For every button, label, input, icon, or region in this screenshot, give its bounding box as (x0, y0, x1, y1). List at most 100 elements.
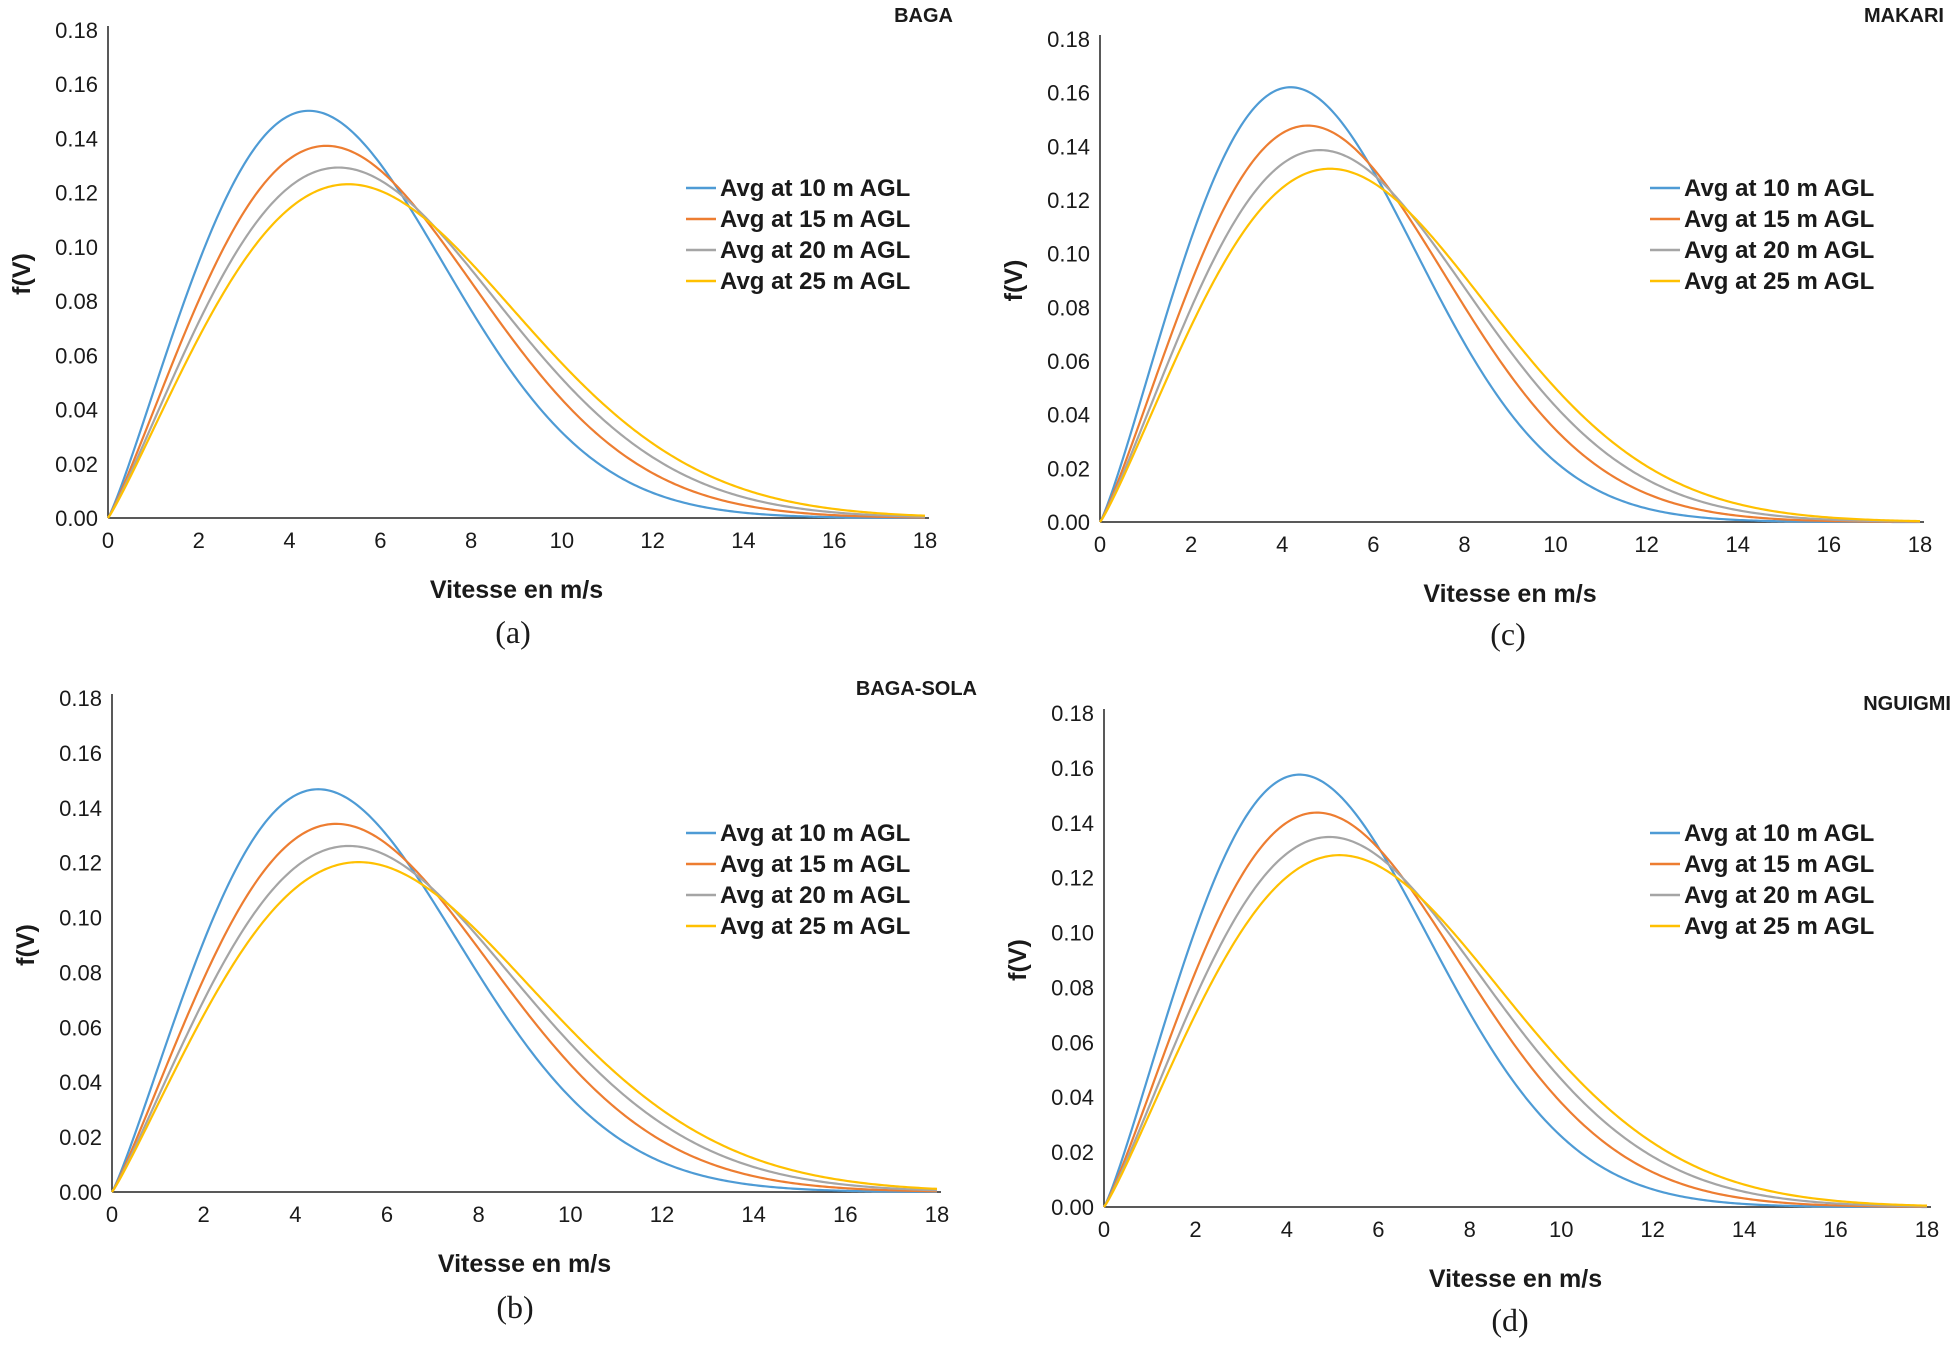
legend-entry-1: Avg at 10 m AGL (720, 820, 910, 847)
x-tick-label: 14 (1732, 1217, 1756, 1242)
y-tick-label: 0.06 (1051, 1030, 1094, 1055)
x-axis-label: Vitesse en m/s (438, 1250, 611, 1278)
x-tick-label: 10 (1543, 532, 1567, 557)
x-tick-label: 16 (1817, 532, 1841, 557)
x-tick-label: 2 (1185, 532, 1197, 557)
x-tick-label: 8 (1458, 532, 1470, 557)
x-tick-label: 14 (731, 528, 755, 553)
y-tick-label: 0.02 (1051, 1140, 1094, 1165)
y-tick-label: 0.00 (55, 506, 98, 531)
x-tick-label: 6 (1367, 532, 1379, 557)
x-tick-label: 4 (283, 528, 295, 553)
legend-entry-4: Avg at 25 m AGL (1684, 268, 1874, 295)
y-tick-label: 0.14 (1047, 134, 1090, 159)
series-line-2 (107, 144, 926, 519)
legend-entry-2: Avg at 15 m AGL (720, 206, 910, 233)
legend-entry-3: Avg at 20 m AGL (1684, 882, 1874, 909)
y-tick-label: 0.14 (55, 126, 98, 151)
x-tick-label: 0 (106, 1202, 118, 1227)
x-tick-label: 12 (650, 1202, 674, 1227)
series-line-3 (1099, 148, 1921, 523)
x-axis-label: Vitesse en m/s (1429, 1265, 1602, 1293)
y-tick-label: 0.12 (1051, 866, 1094, 891)
y-tick-label: 0.18 (55, 18, 98, 43)
chart-panel-b: 0 2 4 6 8 10 12 14 16 18 0.00 0.02 0.04 0.06 0.08 0.10 0… (12, 678, 977, 1325)
series-line-1 (111, 788, 938, 1193)
series-line-1 (107, 109, 926, 520)
y-tick-label: 0.04 (59, 1070, 102, 1095)
series-line-4 (111, 861, 938, 1193)
y-tick-label: 0.10 (59, 906, 102, 931)
y-tick-label: 0.04 (1051, 1085, 1094, 1110)
y-tick-label: 0.18 (59, 686, 102, 711)
figure-caption: (b) (496, 1289, 533, 1325)
series-line-4 (1103, 854, 1928, 1208)
x-tick-label: 0 (1094, 532, 1106, 557)
series-line-1 (1099, 86, 1921, 524)
y-tick-label: 0.02 (59, 1125, 102, 1150)
x-tick-label: 4 (289, 1202, 301, 1227)
y-tick-label: 0.10 (1047, 242, 1090, 267)
figure-caption: (d) (1491, 1302, 1528, 1338)
x-tick-label: 2 (193, 528, 205, 553)
legend-entry-1: Avg at 10 m AGL (1684, 175, 1874, 202)
y-tick-label: 0.08 (55, 289, 98, 314)
y-tick-label: 0.14 (59, 796, 102, 821)
y-tick-label: 0.16 (1047, 81, 1090, 106)
series-line-1 (1103, 773, 1927, 1209)
chart-panel-c: 0 2 4 6 8 10 12 14 16 18 0.00 0.02 0.04 0.06 0.08 0.10 0… (1000, 5, 1944, 652)
y-tick-label: 0.06 (59, 1015, 102, 1040)
y-tick-label: 0.16 (55, 72, 98, 97)
y-tick-label: 0.18 (1047, 27, 1090, 52)
legend-entry-4: Avg at 25 m AGL (720, 268, 910, 295)
x-tick-label: 0 (1098, 1217, 1110, 1242)
x-tick-label: 10 (1549, 1217, 1573, 1242)
y-tick-label: 0.12 (55, 181, 98, 206)
x-tick-label: 2 (198, 1202, 210, 1227)
chart-title: NGUIGMI (1863, 693, 1950, 715)
y-tick-label: 0.10 (55, 235, 98, 260)
y-tick-label: 0.16 (59, 741, 102, 766)
legend-entry-1: Avg at 10 m AGL (1684, 820, 1874, 847)
y-tick-label: 0.02 (55, 452, 98, 477)
legend-entry-2: Avg at 15 m AGL (1684, 851, 1874, 878)
x-tick-label: 10 (550, 528, 574, 553)
y-tick-label: 0.00 (1047, 510, 1090, 535)
x-tick-label: 14 (741, 1202, 765, 1227)
y-axis-label: f(V) (12, 924, 40, 966)
series-line-3 (1103, 835, 1928, 1208)
x-tick-label: 14 (1726, 532, 1750, 557)
legend-entry-3: Avg at 20 m AGL (720, 237, 910, 264)
chart-title: MAKARI (1864, 5, 1944, 27)
legend-entry-3: Avg at 20 m AGL (720, 882, 910, 909)
x-tick-label: 0 (102, 528, 114, 553)
y-tick-label: 0.04 (1047, 403, 1090, 428)
x-tick-label: 18 (1915, 1217, 1939, 1242)
y-tick-label: 0.12 (1047, 188, 1090, 213)
chart-title: BAGA-SOLA (856, 678, 977, 700)
x-tick-label: 8 (473, 1202, 485, 1227)
legend-entry-3: Avg at 20 m AGL (1684, 237, 1874, 264)
chart-panel-d: 0 2 4 6 8 10 12 14 16 18 0.00 0.02 0.04 0.06 0.08 0.10 0… (1004, 693, 1950, 1338)
y-tick-label: 0.04 (55, 398, 98, 423)
y-tick-label: 0.16 (1051, 756, 1094, 781)
y-tick-label: 0.06 (1047, 349, 1090, 374)
x-tick-label: 10 (558, 1202, 582, 1227)
x-tick-label: 6 (381, 1202, 393, 1227)
legend-entry-4: Avg at 25 m AGL (1684, 913, 1874, 940)
x-tick-label: 12 (1634, 532, 1658, 557)
x-tick-label: 8 (465, 528, 477, 553)
y-tick-label: 0.08 (1051, 975, 1094, 1000)
y-tick-label: 0.08 (59, 960, 102, 985)
y-tick-label: 0.00 (59, 1180, 102, 1205)
chart-panel-a: 0 2 4 6 8 10 12 14 16 18 0.00 0.02 0.04 0.06 0.08 0.10 0… (8, 5, 953, 650)
legend-entry-2: Avg at 15 m AGL (1684, 206, 1874, 233)
series-line-3 (107, 166, 926, 519)
series-line-4 (1099, 167, 1921, 523)
y-tick-label: 0.02 (1047, 456, 1090, 481)
y-tick-label: 0.06 (55, 343, 98, 368)
x-tick-label: 6 (374, 528, 386, 553)
x-tick-label: 4 (1276, 532, 1288, 557)
series-line-2 (1099, 124, 1920, 523)
